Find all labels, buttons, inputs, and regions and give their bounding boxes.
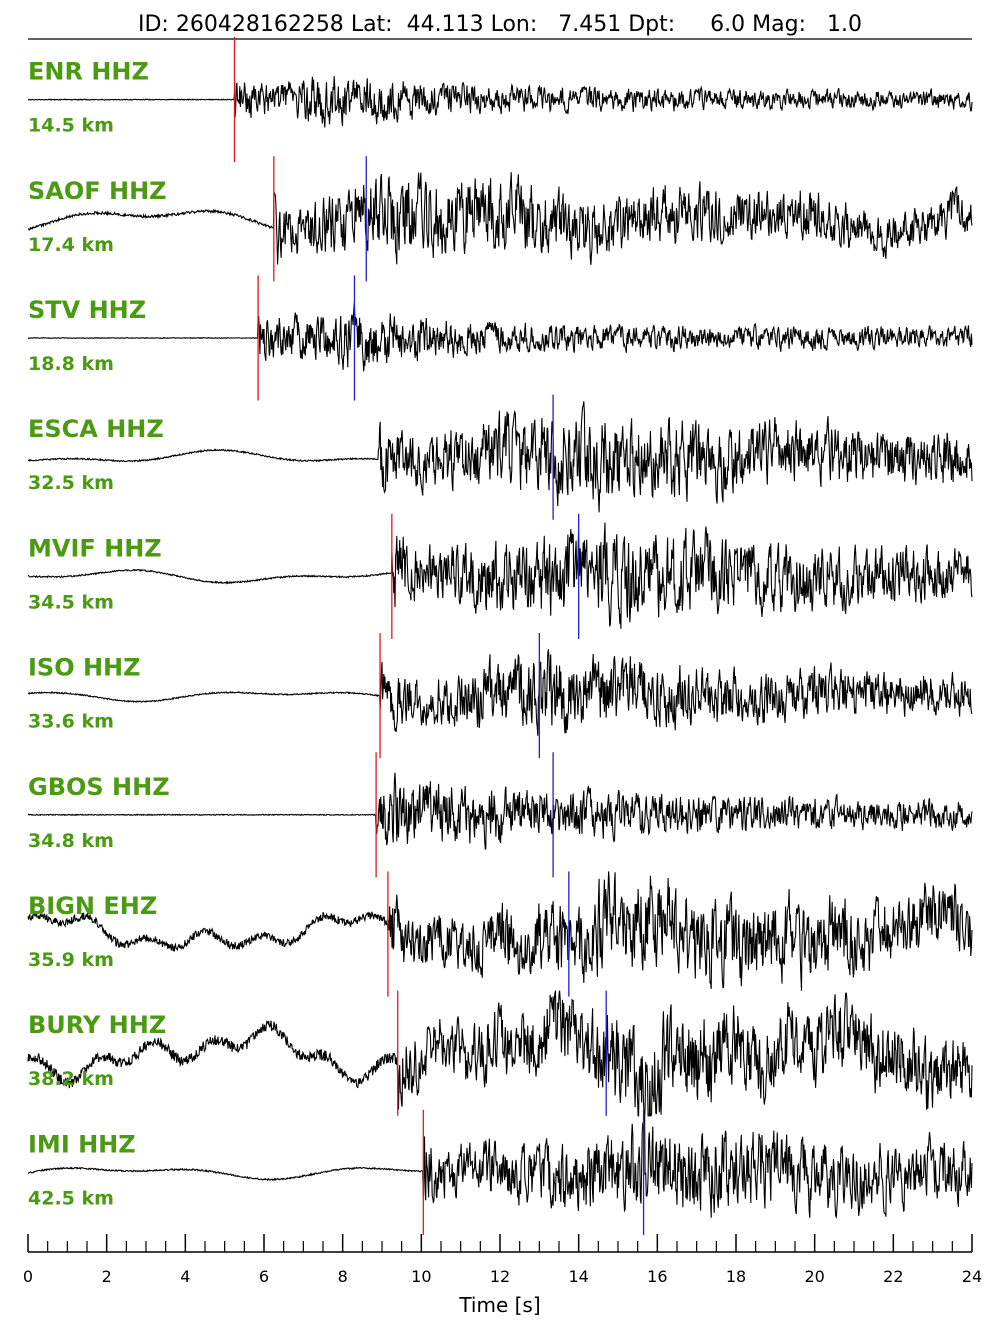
x-tick-label: 6 (259, 1267, 269, 1286)
waveform-9 (27, 990, 973, 1117)
lon-label: Lon: (491, 12, 538, 37)
x-tick-label: 14 (568, 1267, 588, 1286)
trace-3: STV HHZ 18.8 km (28, 275, 973, 401)
x-tick-label: 16 (647, 1267, 667, 1286)
traces-group: ENR HHZ 14.5 km SAOF HHZ 17.4 km STV HHZ 18.8… (27, 37, 973, 1235)
id-value: 260428162258 (176, 12, 344, 37)
distance-label: 42.5 km (28, 1187, 114, 1209)
x-tick-label: 10 (411, 1267, 431, 1286)
station-label: SAOF HHZ (28, 177, 167, 205)
distance-label: 34.5 km (28, 591, 114, 613)
trace-5: MVIF HHZ 34.5 km (27, 513, 973, 639)
x-tick-label: 0 (23, 1267, 33, 1286)
trace-6: ISO HHZ 33.6 km (27, 633, 973, 759)
trace-10: IMI HHZ 42.5 km (27, 1109, 973, 1235)
x-tick-label: 2 (102, 1267, 112, 1286)
station-label: ESCA HHZ (28, 415, 164, 443)
distance-label: 33.6 km (28, 711, 114, 733)
distance-label: 35.9 km (28, 949, 114, 971)
station-label: IMI HHZ (28, 1130, 136, 1158)
dpt-label: Dpt: (628, 12, 675, 37)
x-tick-label: 8 (338, 1267, 348, 1286)
station-label: GBOS HHZ (28, 773, 170, 801)
mag-label: Mag: (752, 12, 806, 37)
trace-4: ESCA HHZ 32.5 km (27, 394, 973, 520)
x-tick-label: 22 (883, 1267, 903, 1286)
lon-value: 7.451 (558, 12, 621, 37)
x-tick-label: 20 (804, 1267, 824, 1286)
station-label: ENR HHZ (28, 58, 149, 86)
distance-label: 17.4 km (28, 234, 114, 256)
x-axis-title: Time [s] (458, 1293, 540, 1317)
waveform-1 (27, 76, 973, 128)
id-label: ID: (138, 12, 169, 37)
distance-label: 14.5 km (28, 115, 114, 137)
event-header: ID: 260428162258 Lat: 44.113 Lon: 7.451 … (138, 12, 862, 37)
trace-1: ENR HHZ 14.5 km (27, 37, 973, 163)
waveform-5 (27, 522, 973, 629)
mag-value: 1.0 (827, 12, 862, 37)
station-label: STV HHZ (28, 296, 146, 324)
dpt-value: 6.0 (710, 12, 745, 37)
station-label: BURY HHZ (28, 1011, 166, 1039)
x-tick-label: 12 (490, 1267, 510, 1286)
lat-value: 44.113 (407, 12, 484, 37)
waveform-3 (28, 302, 973, 372)
station-label: MVIF HHZ (28, 534, 162, 562)
station-label: ISO HHZ (28, 654, 141, 682)
distance-label: 18.8 km (28, 353, 114, 375)
time-axis: Time [s] 0 2 4 6 8 10 12 14 16 18 20 22 24 (23, 1234, 982, 1317)
station-label: BIGN EHZ (28, 892, 157, 920)
waveform-6 (27, 649, 973, 736)
trace-7: GBOS HHZ 34.8 km (27, 752, 973, 878)
trace-8: BIGN EHZ 35.9 km (27, 871, 973, 997)
waveform-8 (27, 871, 973, 991)
trace-2: SAOF HHZ 17.4 km (27, 156, 973, 282)
x-tick-label: 4 (180, 1267, 190, 1286)
distance-label: 32.5 km (28, 472, 114, 494)
lat-label: Lat: (351, 12, 393, 37)
waveform-4 (27, 401, 973, 513)
waveform-2 (27, 172, 973, 265)
waveform-7 (27, 772, 973, 851)
x-tick-label: 24 (962, 1267, 982, 1286)
distance-label: 34.8 km (28, 830, 114, 852)
trace-9: BURY HHZ 38.2 km (27, 990, 973, 1117)
waveform-10 (27, 1112, 973, 1220)
x-tick-label: 18 (726, 1267, 746, 1286)
distance-label: 38.2 km (28, 1068, 114, 1090)
